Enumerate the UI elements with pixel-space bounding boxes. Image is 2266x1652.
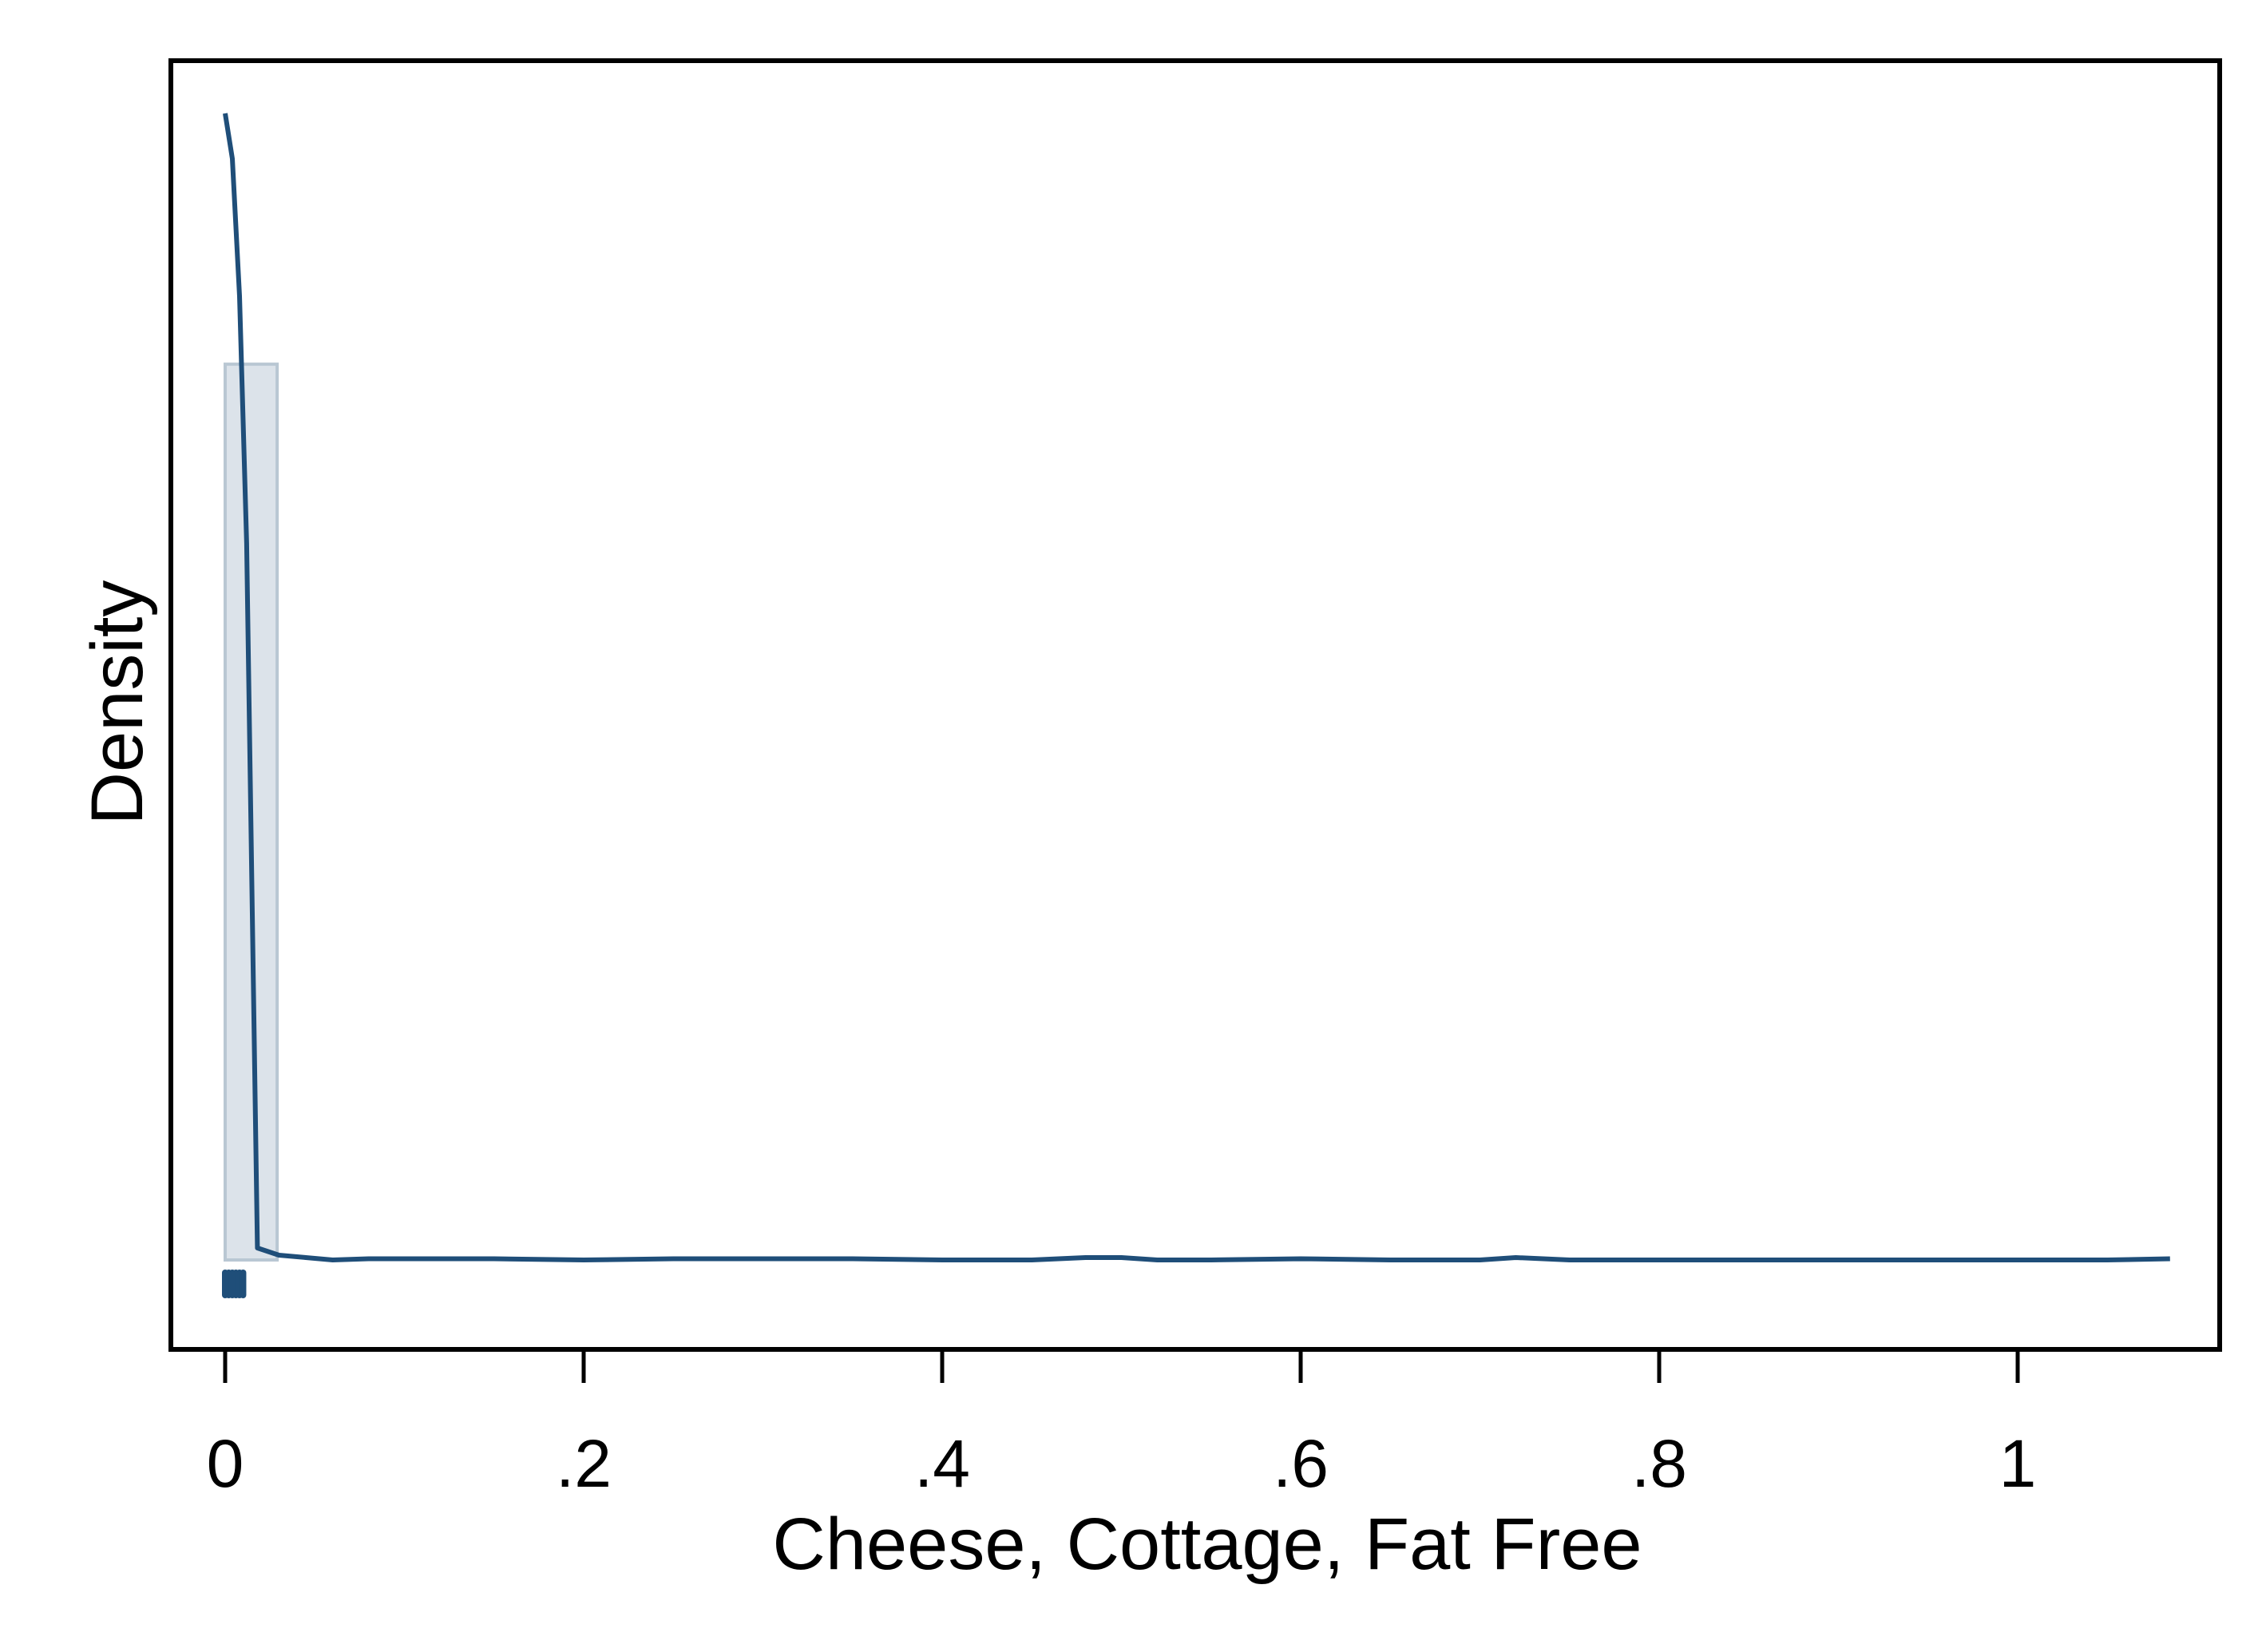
x-tick-label-2: .4 [914,1426,970,1501]
x-tick-label-0: 0 [207,1426,244,1501]
x-tick-label-5: 1 [1999,1426,2037,1501]
x-axis-ticks: 0 .2 .4 .6 .8 1 [207,1349,2037,1501]
x-tick-label-1: .2 [556,1426,612,1501]
y-axis-label: Density [77,580,158,826]
density-curve-line [223,113,2170,1262]
x-axis-label: Cheese, Cottage, Fat Free [772,1503,1642,1585]
plot-area [222,113,2170,1298]
rug-mark-5 [240,1270,247,1298]
x-tick-label-3: .6 [1273,1426,1329,1501]
x-tick-label-4: .8 [1631,1426,1687,1501]
plot-frame [168,58,2222,1352]
